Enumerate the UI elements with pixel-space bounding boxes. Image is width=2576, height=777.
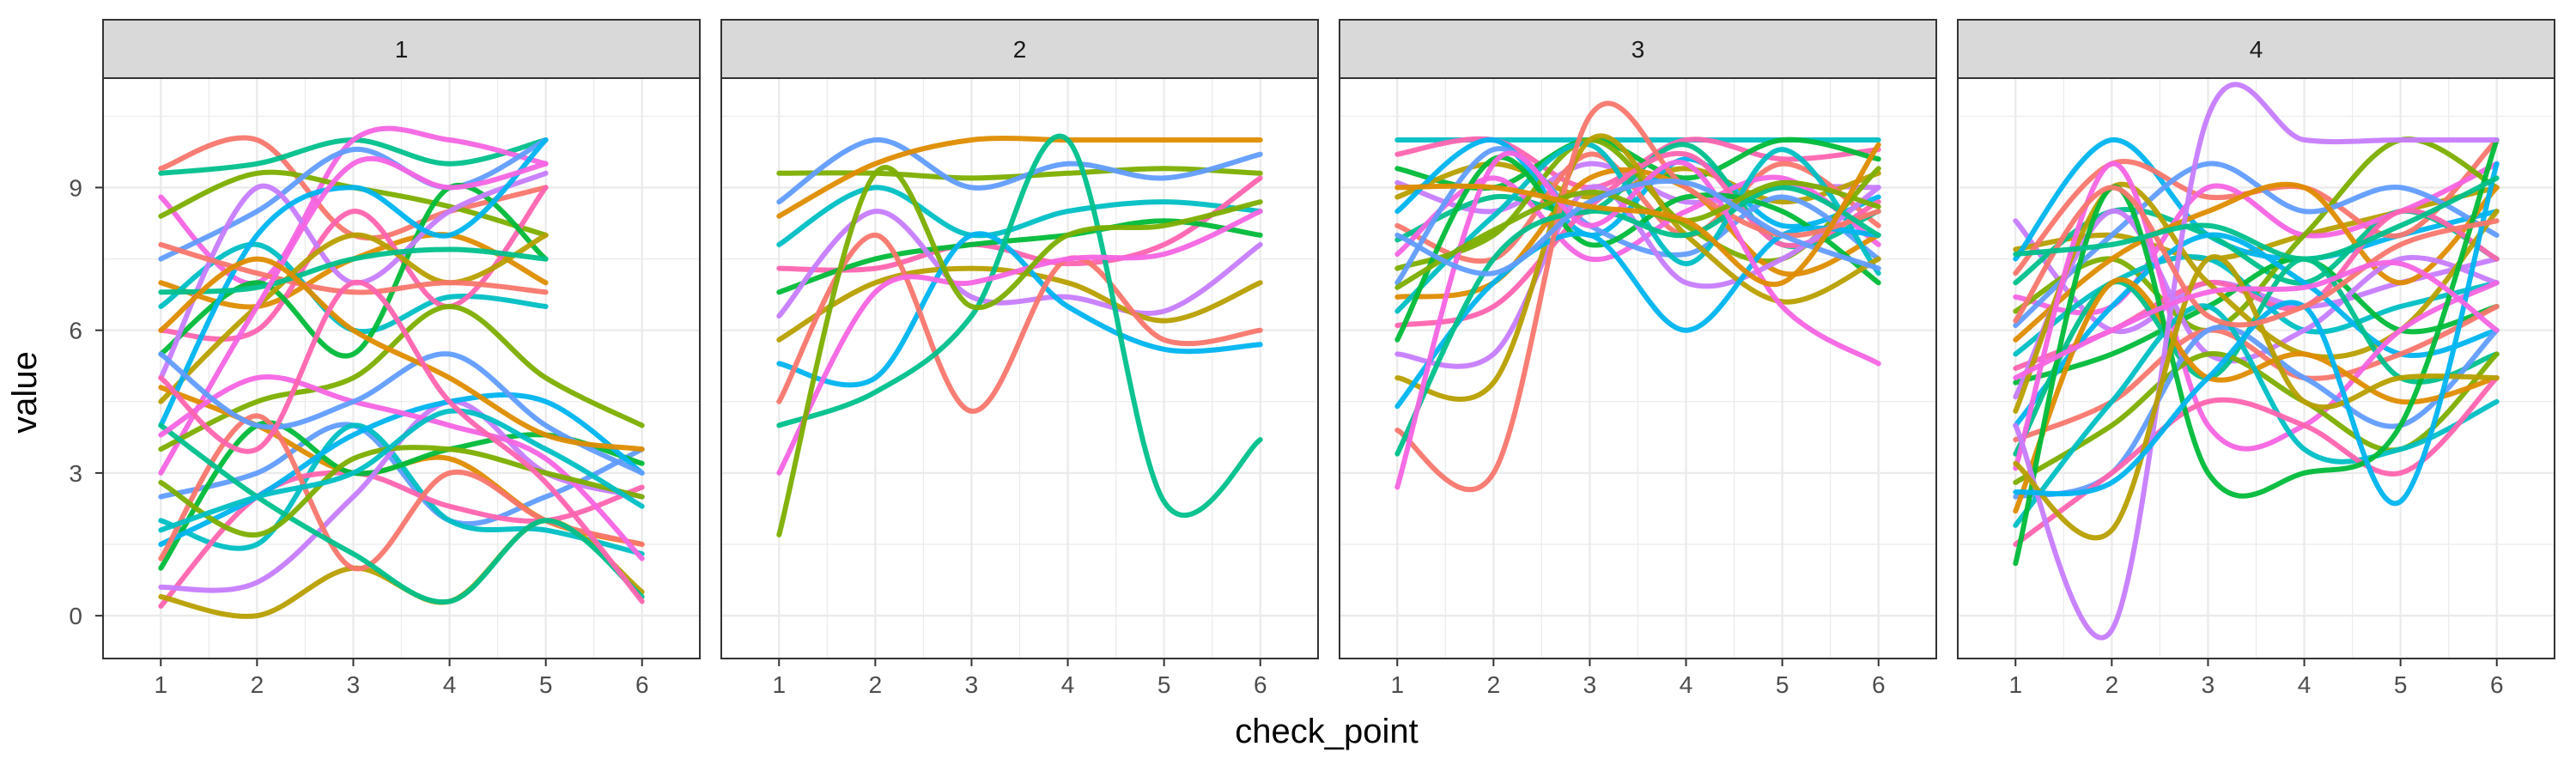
series-line [1394, 179, 1881, 276]
facet-strip [720, 19, 1319, 79]
series-line [158, 279, 645, 604]
facet-strip-label: 3 [1631, 36, 1645, 63]
x-tick-label: 6 [1254, 671, 1267, 698]
x-tick-label: 2 [2105, 671, 2119, 698]
facet-panel-3: 3 1 2 3 4 5 6 [1339, 19, 1937, 698]
series-line [2013, 232, 2500, 428]
series-line [2013, 137, 2500, 567]
series-line [158, 246, 549, 295]
series-line [2013, 256, 2500, 385]
series-line [2013, 161, 2500, 471]
series-line [2013, 175, 2500, 262]
y-axis-label: value [6, 351, 44, 434]
series-line [776, 137, 1263, 205]
series-line [2013, 277, 2500, 514]
series-line [158, 155, 549, 476]
x-tick-label: 2 [869, 671, 883, 698]
y-tick-label: 9 [69, 174, 82, 201]
series-line [158, 304, 645, 452]
series-line [776, 135, 1263, 219]
x-tick-label: 4 [2298, 671, 2312, 698]
facet-strip-label: 1 [395, 36, 409, 63]
series-lines [1394, 100, 1881, 492]
y-tick-label: 6 [69, 318, 82, 344]
x-tick-label: 3 [2202, 671, 2215, 698]
series-line [2013, 259, 2500, 381]
series-line [1394, 142, 1881, 288]
series-lines [158, 125, 645, 619]
x-tick-label: 1 [154, 671, 167, 698]
series-line [2013, 254, 2500, 541]
x-tick-label: 2 [251, 671, 264, 698]
x-tick-label: 4 [1061, 671, 1075, 698]
x-tick-label: 2 [1487, 671, 1501, 698]
series-line [158, 170, 549, 381]
facet-panel-1: 1 1 2 3 4 5 6 [102, 19, 701, 698]
facet-strip [1339, 19, 1937, 79]
facet-panel-4: 4 1 2 3 4 5 6 [1957, 19, 2555, 698]
x-tick-label: 3 [1583, 671, 1597, 698]
facet-strip [102, 19, 701, 79]
x-tick-label: 4 [1680, 671, 1693, 698]
x-tick-label: 5 [1157, 671, 1171, 698]
y-tick-label: 3 [69, 460, 82, 487]
series-line [1394, 185, 1881, 457]
series-line [776, 232, 1263, 414]
facet-strip-label: 2 [1013, 36, 1027, 63]
series-line [1394, 146, 1881, 286]
x-tick-label: 3 [965, 671, 979, 698]
series-line [2013, 82, 2500, 640]
x-tick-label: 5 [1776, 671, 1789, 698]
x-tick-label: 6 [1872, 671, 1886, 698]
series-lines [2013, 82, 2500, 640]
series-line [158, 137, 549, 428]
series-line [776, 175, 1263, 273]
series-line [158, 392, 645, 547]
series-line [158, 422, 645, 605]
y-axis: 0 3 6 9 [69, 174, 103, 629]
series-line [2013, 304, 2500, 443]
x-tick-label: 6 [2490, 671, 2504, 698]
x-tick-label: 5 [2394, 671, 2408, 698]
facet-strip-label: 4 [2250, 36, 2263, 63]
y-tick-label: 0 [69, 603, 82, 629]
series-line [1394, 179, 1881, 290]
facet-panel-2: 2 1 2 3 4 5 6 [720, 19, 1319, 698]
series-line [2013, 185, 2500, 328]
series-line [158, 408, 645, 533]
series-line [158, 241, 549, 295]
series-line [158, 232, 549, 404]
x-tick-label: 1 [1390, 671, 1404, 698]
series-line [2013, 375, 2500, 547]
x-axis-label: check_point [1235, 713, 1418, 750]
x-tick-label: 3 [347, 671, 361, 698]
series-line [2013, 181, 2500, 343]
facet-strip [1957, 19, 2555, 79]
series-line [158, 422, 645, 557]
series-line [776, 133, 1263, 519]
x-tick-label: 1 [2008, 671, 2022, 698]
series-line [1394, 137, 1881, 238]
series-line [2013, 303, 2500, 528]
series-line [776, 209, 1263, 476]
series-line [1394, 150, 1881, 329]
series-lines [776, 133, 1263, 537]
series-line [1394, 174, 1881, 263]
x-tick-label: 4 [443, 671, 457, 698]
series-line [1394, 133, 1881, 402]
x-tick-label: 6 [635, 671, 649, 698]
series-line [1394, 151, 1881, 264]
series-line [158, 256, 645, 452]
series-line [776, 165, 1263, 537]
x-tick-label: 1 [772, 671, 786, 698]
series-line [158, 351, 645, 476]
series-line [158, 374, 645, 562]
x-tick-label: 5 [539, 671, 553, 698]
